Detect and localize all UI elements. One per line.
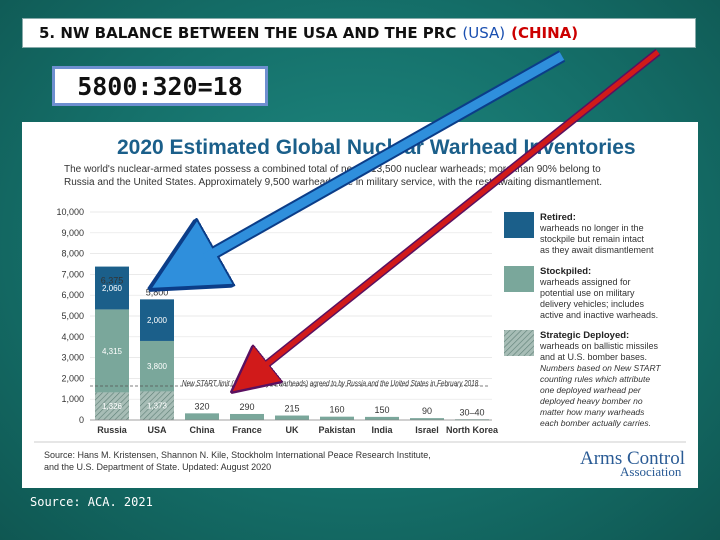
legend-swatch bbox=[504, 266, 534, 292]
slide-title-china: (CHINA) bbox=[511, 24, 579, 42]
bar-segment-label: 1,326 bbox=[102, 402, 123, 411]
legend-heading: Retired: bbox=[540, 212, 576, 223]
figure-source-2: and the U.S. Department of State. Update… bbox=[44, 462, 271, 472]
legend-note-line: deployed heavy bomber no bbox=[540, 396, 643, 406]
figure-title: 2020 Estimated Global Nuclear Warhead In… bbox=[117, 136, 636, 159]
bar-total-label: 215 bbox=[284, 404, 299, 414]
bar-stockpiled bbox=[230, 413, 264, 420]
y-tick-label: 5,000 bbox=[61, 311, 84, 321]
figure-source-1: Source: Hans M. Kristensen, Shannon N. K… bbox=[44, 450, 431, 460]
legend-heading: Stockpiled: bbox=[540, 266, 591, 277]
bar-total-label: 90 bbox=[422, 406, 432, 416]
aca-logo-line1: Arms Control bbox=[580, 448, 685, 469]
new-start-note: New START limit (1,550 deployed warheads… bbox=[182, 379, 480, 388]
legend-note-line: counting rules which attribute bbox=[540, 374, 650, 384]
figure-desc-1: The world's nuclear-armed states possess… bbox=[64, 164, 601, 175]
bar-segment-label: 2,060 bbox=[102, 284, 123, 293]
y-tick-label: 8,000 bbox=[61, 249, 84, 259]
legend-swatch bbox=[504, 330, 534, 356]
y-tick-label: 1,000 bbox=[61, 394, 84, 404]
y-tick-label: 9,000 bbox=[61, 228, 84, 238]
y-tick-label: 4,000 bbox=[61, 332, 84, 342]
legend: Retired:warheads no longer in thestockpi… bbox=[504, 212, 661, 428]
legend-line: and at U.S. bomber bases. bbox=[540, 352, 647, 362]
bar-stockpiled bbox=[275, 415, 309, 420]
bar-stockpiled bbox=[95, 309, 129, 393]
bar-stockpiled bbox=[140, 340, 174, 392]
y-tick-label: 2,000 bbox=[61, 373, 84, 383]
bar-strategic-deployed bbox=[95, 392, 129, 420]
legend-line: warheads assigned for bbox=[539, 277, 631, 287]
slide-title-usa: (USA) bbox=[462, 24, 506, 42]
x-category-label: China bbox=[189, 425, 215, 435]
bar-stockpiled bbox=[410, 418, 444, 420]
x-category-label: Pakistan bbox=[318, 425, 355, 435]
ratio-box: 5800:320=18 bbox=[52, 66, 268, 106]
legend-line: active and inactive warheads. bbox=[540, 310, 658, 320]
legend-swatch bbox=[504, 212, 534, 238]
legend-note-line: Numbers based on New START bbox=[540, 363, 661, 373]
bar-retired bbox=[95, 266, 129, 310]
legend-note-line: each bomber actually carries. bbox=[540, 418, 651, 428]
bar-total-label: 290 bbox=[239, 402, 254, 412]
y-tick-label: 3,000 bbox=[61, 353, 84, 363]
bar-stockpiled bbox=[320, 416, 354, 420]
legend-line: stockpile but remain intact bbox=[540, 234, 645, 244]
slide-title: 5. NW BALANCE BETWEEN THE USA AND THE PR… bbox=[22, 18, 696, 48]
x-category-label: Israel bbox=[415, 425, 439, 435]
slide-source: Source: ACA. 2021 bbox=[30, 495, 153, 509]
bar-total-label: 150 bbox=[374, 405, 389, 415]
legend-line: potential use on military bbox=[540, 288, 635, 298]
x-category-label: USA bbox=[147, 425, 167, 435]
ratio-text: 5800:320=18 bbox=[77, 71, 243, 101]
bar-total-label: 5,800 bbox=[146, 287, 169, 297]
bar-segment-label: 3,800 bbox=[147, 362, 168, 371]
x-category-label: UK bbox=[286, 425, 299, 435]
bar-total-label: 160 bbox=[329, 405, 344, 415]
y-tick-label: 0 bbox=[79, 415, 84, 425]
bar-total-label: 320 bbox=[194, 401, 209, 411]
legend-heading: Strategic Deployed: bbox=[540, 330, 629, 341]
legend-line: warheads no longer in the bbox=[539, 223, 644, 233]
chart-panel: 2020 Estimated Global Nuclear Warhead In… bbox=[22, 122, 698, 488]
aca-logo-line2: Association bbox=[620, 464, 682, 479]
y-tick-label: 10,000 bbox=[56, 207, 84, 217]
x-category-label: North Korea bbox=[446, 425, 499, 435]
bar-strategic-deployed bbox=[140, 391, 174, 420]
legend-line: delivery vehicles; includes bbox=[540, 299, 645, 309]
legend-line: warheads on ballistic missiles bbox=[539, 341, 659, 351]
slide-title-main: 5. NW BALANCE BETWEEN THE USA AND THE PR… bbox=[39, 24, 457, 42]
y-tick-label: 6,000 bbox=[61, 290, 84, 300]
bar-total-label: 30–40 bbox=[459, 407, 484, 417]
warhead-chart: 2020 Estimated Global Nuclear Warhead In… bbox=[34, 136, 686, 479]
x-category-label: France bbox=[232, 425, 262, 435]
bar-total-label: 6,375 bbox=[101, 275, 124, 285]
legend-note-line: one deployed warhead per bbox=[540, 385, 642, 395]
x-category-label: Russia bbox=[97, 425, 128, 435]
legend-note-line: matter how many warheads bbox=[540, 407, 645, 417]
bar-segment-label: 4,315 bbox=[102, 347, 123, 356]
figure-desc-2: Russia and the United States. Approximat… bbox=[64, 177, 602, 188]
bar-segment-label: 1,373 bbox=[147, 402, 168, 411]
y-tick-label: 7,000 bbox=[61, 269, 84, 279]
x-category-label: India bbox=[371, 425, 393, 435]
legend-line: as they await dismantlement bbox=[540, 245, 654, 255]
bar-segment-label: 2,000 bbox=[147, 316, 168, 325]
bar-retired bbox=[140, 299, 174, 341]
bar-stockpiled bbox=[185, 413, 219, 420]
bar-stockpiled bbox=[365, 416, 399, 420]
